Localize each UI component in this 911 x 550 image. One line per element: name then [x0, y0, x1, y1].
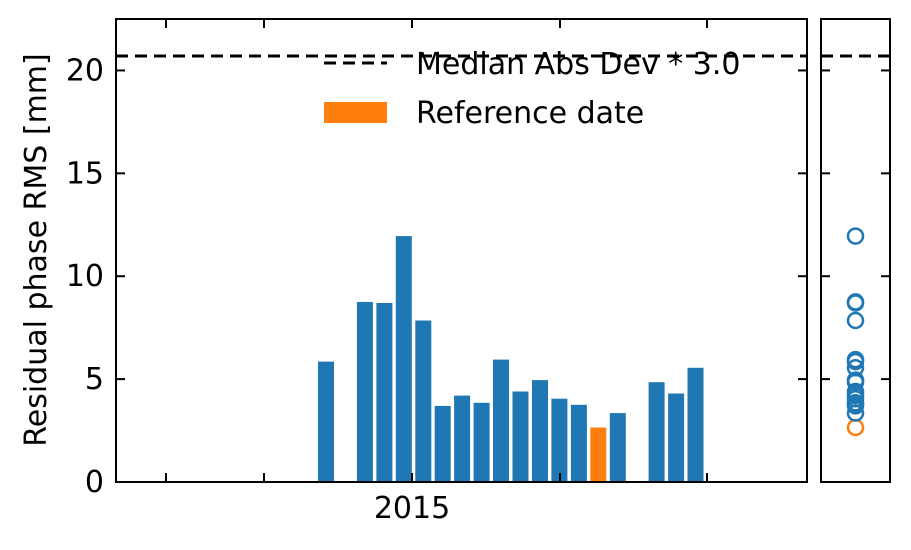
bar [570, 404, 587, 482]
bar [356, 301, 373, 482]
bar [609, 413, 626, 482]
bar [376, 303, 393, 482]
plot-frame [115, 18, 808, 483]
scatter-point [846, 384, 865, 403]
scatter-point [846, 294, 865, 312]
bar [668, 393, 685, 482]
legend: Median Abs Dev * 3.0 Reference date [324, 47, 740, 131]
y-tick-label: 5 [85, 362, 104, 397]
scatter-point [846, 396, 865, 414]
bar [687, 367, 704, 482]
bar [395, 236, 412, 482]
y-tick-label: 15 [66, 156, 104, 191]
y-tick-label: 20 [66, 53, 104, 88]
y-axis-label: Residual phase RMS [mm] [19, 53, 54, 446]
bar [512, 391, 529, 482]
bar [648, 382, 665, 482]
scatter-point [846, 404, 865, 422]
x-tick-label: 2015 [374, 491, 450, 526]
side-scatter-area [820, 18, 891, 483]
reference-bar [590, 427, 607, 482]
y-tick-label: 10 [66, 259, 104, 294]
y-tick-label: 0 [85, 465, 104, 500]
bar [434, 405, 451, 482]
scatter-point [846, 311, 865, 330]
legend-label-threshold: Median Abs Dev * 3.0 [416, 47, 740, 82]
reference-point [846, 418, 865, 437]
bar [454, 395, 471, 482]
bar [415, 320, 432, 482]
main-plot-area: 0 5 10 15 20 2015 [66, 18, 808, 526]
bar [318, 361, 334, 482]
bar [551, 398, 568, 482]
side-frame [820, 18, 891, 483]
bar [532, 380, 548, 482]
legend-label-reference: Reference date [416, 96, 644, 131]
bar [473, 402, 490, 482]
legend-reference-swatch [324, 102, 387, 123]
scatter-point [846, 350, 865, 369]
bar [493, 359, 509, 482]
scatter-point [846, 227, 865, 245]
scatter-point [846, 359, 865, 377]
